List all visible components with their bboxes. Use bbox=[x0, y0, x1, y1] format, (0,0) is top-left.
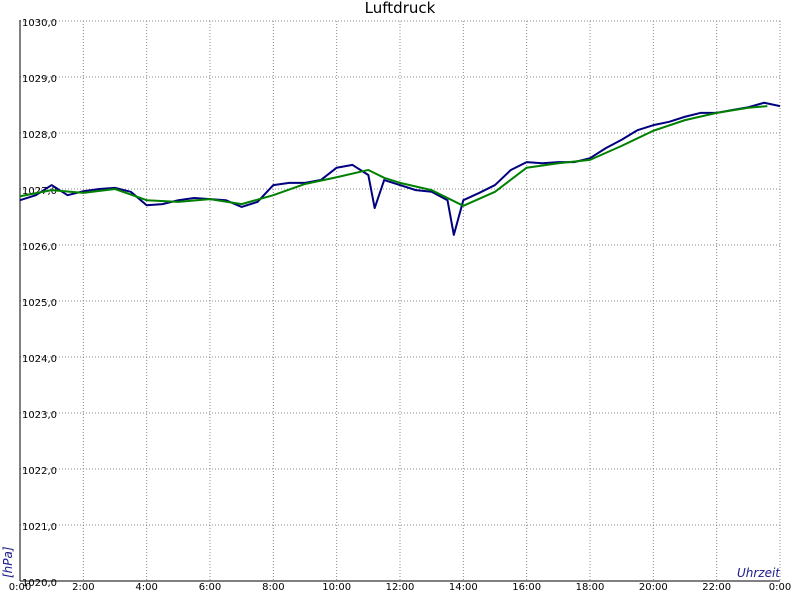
x-tick-label: 20:00 bbox=[639, 582, 668, 593]
y-tick-label: 1030,0 bbox=[22, 18, 57, 29]
y-tick-label: 1024,0 bbox=[22, 354, 57, 365]
x-tick-label: 6:00 bbox=[199, 582, 221, 593]
x-tick-label: 0:00 bbox=[769, 582, 791, 593]
y-tick-label: 1021,0 bbox=[22, 522, 57, 533]
x-axis-label: Uhrzeit bbox=[737, 566, 781, 580]
x-tick-label: 0:00 bbox=[9, 582, 31, 593]
y-tick-label: 1029,0 bbox=[22, 74, 57, 85]
data-line bbox=[19, 105, 768, 207]
y-axis-label: [hPa] bbox=[1, 546, 15, 578]
y-tick-label: 1028,0 bbox=[22, 130, 57, 141]
y-tick-label: 1022,0 bbox=[22, 466, 57, 477]
chart-title: Luftdruck bbox=[365, 0, 436, 17]
x-tick-label: 2:00 bbox=[72, 582, 94, 593]
y-tick-label: 1025,0 bbox=[22, 298, 57, 309]
x-tick-label: 14:00 bbox=[449, 582, 478, 593]
x-tick-label: 16:00 bbox=[512, 582, 541, 593]
x-tick-label: 18:00 bbox=[576, 582, 605, 593]
y-tick-label: 1020,0 bbox=[22, 578, 57, 589]
x-tick-label: 8:00 bbox=[262, 582, 284, 593]
x-tick-label: 22:00 bbox=[702, 582, 731, 593]
x-tick-label: 12:00 bbox=[386, 582, 415, 593]
y-tick-label: 1023,0 bbox=[22, 410, 57, 421]
x-tick-label: 4:00 bbox=[135, 582, 157, 593]
x-tick-label: 10:00 bbox=[322, 582, 351, 593]
y-tick-label: 1026,0 bbox=[22, 242, 57, 253]
data-line bbox=[19, 101, 781, 236]
